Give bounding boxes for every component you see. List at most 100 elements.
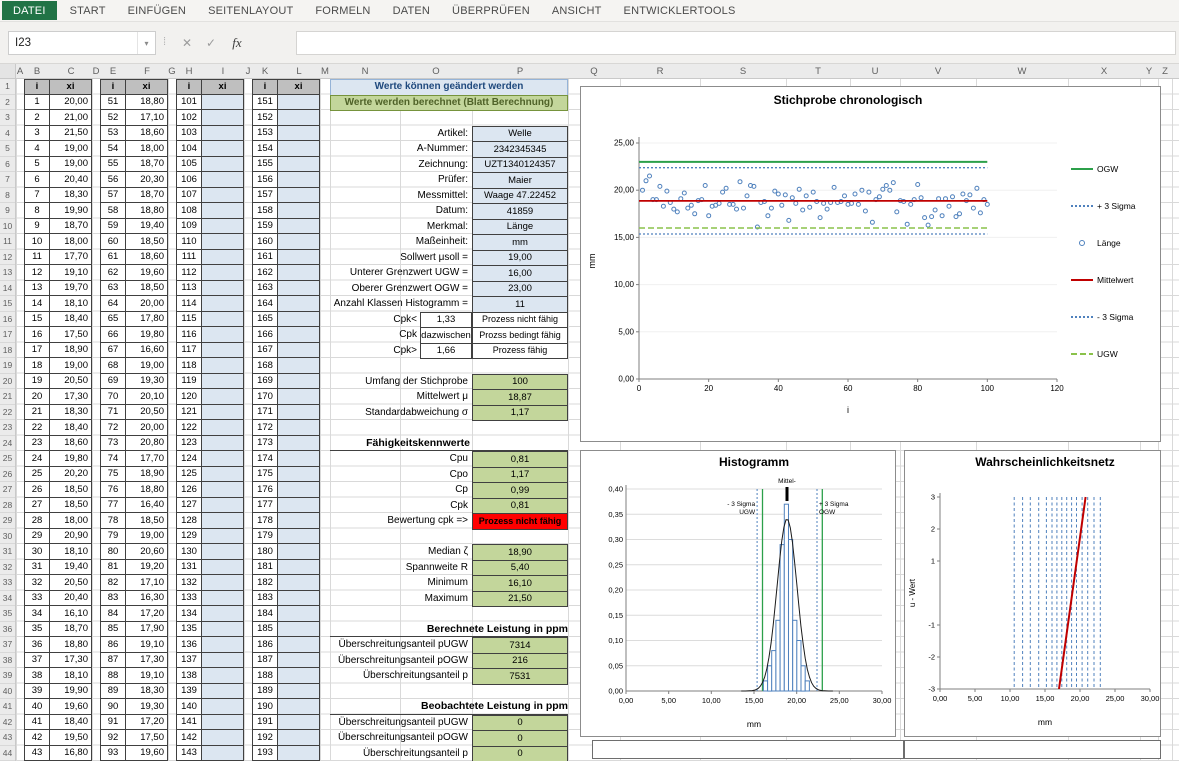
form-value[interactable]: 100 xyxy=(472,373,568,390)
cell-xi-empty[interactable] xyxy=(202,730,244,746)
cell-i[interactable]: 174 xyxy=(252,451,278,467)
cell-xi-empty[interactable] xyxy=(202,528,244,544)
cell-xi-empty[interactable] xyxy=(278,590,320,606)
column-header-l[interactable]: L xyxy=(296,65,302,77)
cell-xi-empty[interactable] xyxy=(202,342,244,358)
cell-i[interactable]: 20 xyxy=(24,389,50,405)
cell-i[interactable]: 32 xyxy=(24,575,50,591)
cell-i[interactable]: 151 xyxy=(252,94,278,110)
cell-xi-empty[interactable] xyxy=(278,249,320,265)
cell-i[interactable]: 138 xyxy=(176,668,202,684)
cell-i[interactable]: 175 xyxy=(252,466,278,482)
cell-xi[interactable]: 16,40 xyxy=(126,497,168,513)
cell-i[interactable]: 14 xyxy=(24,296,50,312)
form-value[interactable]: 0 xyxy=(472,745,568,761)
cell-i[interactable]: 67 xyxy=(100,342,126,358)
cell-xi-empty[interactable] xyxy=(278,296,320,312)
column-header-r[interactable]: R xyxy=(656,65,664,77)
cell-i[interactable]: 17 xyxy=(24,342,50,358)
row-header-37[interactable]: 37 xyxy=(0,637,15,653)
cell-xi-empty[interactable] xyxy=(278,559,320,575)
cell-i[interactable]: 58 xyxy=(100,203,126,219)
cell-i[interactable]: 164 xyxy=(252,296,278,312)
cell-xi-empty[interactable] xyxy=(202,544,244,560)
cell-i[interactable]: 184 xyxy=(252,606,278,622)
cell-i[interactable]: 35 xyxy=(24,621,50,637)
cell-xi-empty[interactable] xyxy=(278,404,320,420)
form-value[interactable]: 0,99 xyxy=(472,482,568,499)
row-header-3[interactable]: 3 xyxy=(0,110,15,126)
row-header-42[interactable]: 42 xyxy=(0,715,15,730)
cell-xi-empty[interactable] xyxy=(202,156,244,172)
cell-xi-empty[interactable] xyxy=(278,435,320,451)
cell-xi-empty[interactable] xyxy=(278,218,320,234)
cell-i[interactable]: 57 xyxy=(100,187,126,203)
form-value[interactable]: 7314 xyxy=(472,637,568,654)
cell-i[interactable]: 132 xyxy=(176,575,202,591)
cell-xi-empty[interactable] xyxy=(202,451,244,467)
row-header-4[interactable]: 4 xyxy=(0,126,15,141)
row-header-21[interactable]: 21 xyxy=(0,389,15,405)
column-header-o[interactable]: O xyxy=(432,65,440,77)
ribbon-tab-start[interactable]: START xyxy=(69,4,106,17)
cell-xi[interactable]: 19,10 xyxy=(50,265,92,281)
form-value[interactable]: 0,81 xyxy=(472,497,568,514)
cpk-rule-threshold[interactable]: 1,33 xyxy=(420,311,472,328)
cell-xi-empty[interactable] xyxy=(278,714,320,730)
form-value[interactable]: 5,40 xyxy=(472,559,568,576)
cell-xi[interactable]: 19,80 xyxy=(126,327,168,343)
cell-xi[interactable]: 17,90 xyxy=(126,621,168,637)
cell-i[interactable]: 120 xyxy=(176,389,202,405)
cell-xi[interactable]: 17,50 xyxy=(50,327,92,343)
column-header-a[interactable]: A xyxy=(16,65,24,77)
cell-i[interactable]: 5 xyxy=(24,156,50,172)
cell-xi[interactable]: 16,10 xyxy=(50,606,92,622)
name-box-dropdown-icon[interactable]: ▾ xyxy=(137,32,155,54)
cell-i[interactable]: 169 xyxy=(252,373,278,389)
cell-i[interactable]: 104 xyxy=(176,141,202,157)
column-header-q[interactable]: Q xyxy=(590,65,598,77)
cell-i[interactable]: 76 xyxy=(100,482,126,498)
cell-i[interactable]: 182 xyxy=(252,575,278,591)
cell-xi[interactable]: 21,50 xyxy=(50,125,92,141)
cell-xi-empty[interactable] xyxy=(278,606,320,622)
form-value[interactable]: 21,50 xyxy=(472,590,568,607)
cell-xi-empty[interactable] xyxy=(202,714,244,730)
cell-xi[interactable]: 18,60 xyxy=(126,249,168,265)
cell-xi-empty[interactable] xyxy=(202,203,244,219)
cell-i[interactable]: 81 xyxy=(100,559,126,575)
row-header-30[interactable]: 30 xyxy=(0,529,15,544)
ribbon-tab-datei[interactable]: DATEI xyxy=(2,1,57,20)
cell-i[interactable]: 190 xyxy=(252,699,278,715)
cell-xi[interactable]: 18,00 xyxy=(126,141,168,157)
table-header-i[interactable]: i xyxy=(176,79,202,95)
cell-i[interactable]: 162 xyxy=(252,265,278,281)
column-header-e[interactable]: E xyxy=(109,65,117,77)
ribbon-tab-seitenlayout[interactable]: SEITENLAYOUT xyxy=(208,4,294,17)
form-value[interactable]: UZT1340124357 xyxy=(472,156,568,173)
column-header-k[interactable]: K xyxy=(261,65,269,77)
cell-i[interactable]: 172 xyxy=(252,420,278,436)
cell-xi[interactable]: 18,70 xyxy=(126,156,168,172)
cell-xi[interactable]: 19,30 xyxy=(126,699,168,715)
cell-xi[interactable]: 17,20 xyxy=(126,714,168,730)
cell-xi-empty[interactable] xyxy=(278,668,320,684)
cell-i[interactable]: 34 xyxy=(24,606,50,622)
cell-i[interactable]: 114 xyxy=(176,296,202,312)
cell-xi-empty[interactable] xyxy=(278,730,320,746)
cell-i[interactable]: 183 xyxy=(252,590,278,606)
cell-xi-empty[interactable] xyxy=(202,218,244,234)
cell-xi[interactable]: 20,50 xyxy=(50,373,92,389)
cell-xi[interactable]: 20,40 xyxy=(50,172,92,188)
cell-i[interactable]: 88 xyxy=(100,668,126,684)
form-value[interactable]: 18,87 xyxy=(472,389,568,406)
empty-bordered-cell[interactable] xyxy=(904,740,1161,759)
row-header-5[interactable]: 5 xyxy=(0,141,15,157)
cell-i[interactable]: 9 xyxy=(24,218,50,234)
table-header-xi[interactable]: xi xyxy=(202,79,244,95)
column-header-x[interactable]: X xyxy=(1100,65,1108,77)
cell-xi-empty[interactable] xyxy=(278,156,320,172)
cell-i[interactable]: 192 xyxy=(252,730,278,746)
formula-input[interactable] xyxy=(296,31,1176,55)
column-header-f[interactable]: F xyxy=(144,65,150,77)
